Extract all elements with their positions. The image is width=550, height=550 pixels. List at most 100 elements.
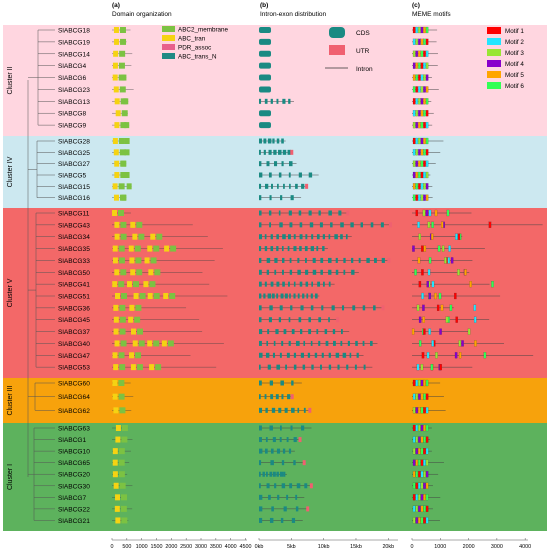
cds-block [330, 222, 333, 228]
motif-box [431, 281, 435, 288]
motif-box [420, 482, 424, 489]
utr-block [302, 460, 306, 466]
cds-block [280, 380, 284, 386]
axis-tick-label: 0 [111, 544, 114, 550]
cds-block [259, 506, 263, 512]
cds-block [259, 110, 271, 117]
cds-block [276, 138, 280, 144]
motif-box [473, 304, 477, 311]
axis-tick-label: 5kb [287, 544, 296, 550]
cds-block [338, 210, 342, 216]
cds-block [333, 340, 336, 346]
cluster-band [3, 378, 547, 423]
cds-block [278, 407, 282, 413]
cds-block [318, 210, 321, 216]
motif-box [418, 393, 421, 400]
abc-tran-domain [112, 183, 118, 190]
gene-label: SlABCG53 [58, 365, 90, 372]
cds-block [283, 471, 286, 477]
cds-block [286, 437, 289, 443]
cds-block [268, 317, 272, 323]
cds-block [259, 407, 263, 413]
motif-legend-swatch [487, 38, 501, 45]
cds-block [281, 246, 284, 252]
cds-block [335, 352, 340, 358]
axis-tick-label: 1000 [434, 544, 446, 550]
motif-box [415, 38, 418, 45]
cds-block [310, 246, 315, 252]
cds-block [366, 257, 370, 263]
motif-box [425, 459, 429, 466]
cds-block [290, 305, 293, 311]
motif-box [423, 494, 426, 501]
cds-block [259, 149, 261, 155]
cds-block [270, 234, 273, 240]
cds-block [311, 281, 313, 287]
motif-box [416, 304, 420, 311]
abc-tran-domain [114, 269, 120, 276]
abc2-membrane-domain [167, 340, 174, 347]
cds-block [272, 437, 276, 443]
abc2-membrane-domain [118, 352, 125, 359]
cds-block [304, 246, 308, 252]
cds-block [269, 471, 273, 477]
motif-box [415, 98, 418, 105]
gene-label: SlABCG10 [58, 449, 90, 456]
motif-box [418, 482, 421, 489]
cds-block [352, 305, 356, 311]
cds-block [362, 340, 365, 346]
cds-block [299, 222, 303, 228]
motif-box [412, 62, 416, 69]
motif-legend-swatch [487, 82, 501, 89]
cds-block [337, 364, 340, 370]
abc-tran-domain [129, 257, 135, 264]
motif-box [428, 292, 431, 300]
cds-block [263, 149, 266, 155]
cds-block [259, 317, 262, 323]
cds-block [259, 222, 262, 228]
gene-label: SlABCG5 [58, 173, 87, 180]
cds-block [300, 352, 305, 358]
cds-block [288, 210, 292, 216]
scale-axes: 0 500 1000 1500 2000 2500 3000 3500 4000 4500 0kb 5… [111, 538, 531, 550]
cds-block [301, 425, 305, 431]
cds-block [302, 364, 306, 370]
motif-box [428, 257, 432, 264]
cds-block [259, 234, 263, 240]
cds-block [358, 257, 361, 263]
motif-box [420, 494, 424, 501]
gene-label: SlABCG51 [58, 294, 90, 301]
motif-box [420, 122, 424, 129]
cds-block [279, 437, 282, 443]
motif-box [473, 316, 477, 323]
motif-box [412, 436, 416, 443]
cds-block [282, 281, 285, 287]
utr-block [336, 317, 340, 323]
abc2-membrane-domain [118, 393, 125, 400]
motif-box [415, 183, 418, 190]
motif-box [418, 183, 421, 190]
motif-box [423, 74, 426, 81]
abc-tran-domain [130, 269, 136, 276]
domain-legend-swatch [162, 35, 175, 41]
motif-legend-swatch [487, 71, 501, 78]
motif-box [412, 517, 416, 524]
abc2-membrane-domain [118, 257, 125, 264]
motif-box [425, 122, 429, 129]
cds-block [291, 380, 294, 386]
abc2-membrane-domain [120, 122, 127, 129]
motif-box [412, 505, 416, 512]
abc-tran-domain [113, 316, 119, 323]
motif-box [418, 281, 422, 288]
cds-block [355, 340, 358, 346]
gene-structure-tracks [259, 27, 393, 523]
cluster-label: Cluster V [7, 278, 14, 307]
abc-tran-domain [147, 293, 153, 299]
gene-label: SlABCG21 [58, 518, 90, 525]
abc-tran-domain [112, 448, 118, 455]
cluster-band [3, 136, 547, 208]
cds-block [370, 222, 374, 228]
motif-box [434, 292, 437, 300]
motif-box [412, 98, 416, 105]
cds-block [318, 340, 321, 346]
